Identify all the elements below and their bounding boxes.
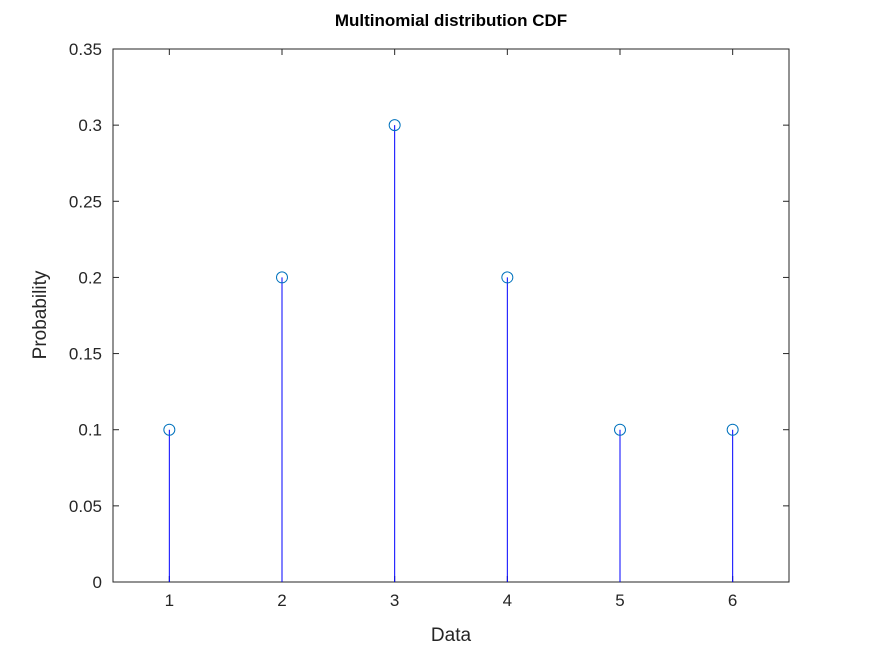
- x-tick-label: 3: [390, 591, 399, 610]
- plot-area: [112, 48, 790, 583]
- stem-marker: [276, 271, 288, 284]
- stem-marker: [388, 119, 401, 132]
- y-tick-label: 0.25: [69, 192, 102, 211]
- y-tick-label: 0.35: [69, 40, 102, 59]
- chart-title: Multinomial distribution CDF: [335, 11, 567, 30]
- y-tick-label: 0: [93, 573, 102, 592]
- x-axis-label: Data: [431, 625, 472, 646]
- stem-marker: [163, 423, 176, 436]
- y-tick-label: 0.2: [78, 268, 102, 287]
- stem-marker: [726, 423, 739, 436]
- stem-marker: [501, 271, 514, 284]
- x-tick-label: 5: [615, 591, 624, 610]
- y-tick-label: 0.3: [78, 116, 102, 135]
- y-axis-label: Probability: [30, 270, 51, 359]
- x-tick-label: 2: [277, 591, 286, 610]
- stem-marker: [614, 423, 626, 436]
- y-tick-label: 0.15: [69, 345, 102, 364]
- x-tick-label: 1: [165, 591, 174, 610]
- y-tick-label: 0.05: [69, 497, 102, 516]
- x-tick-label: 4: [503, 591, 512, 610]
- y-tick-label: 0.1: [78, 421, 102, 440]
- x-tick-label: 6: [728, 591, 737, 610]
